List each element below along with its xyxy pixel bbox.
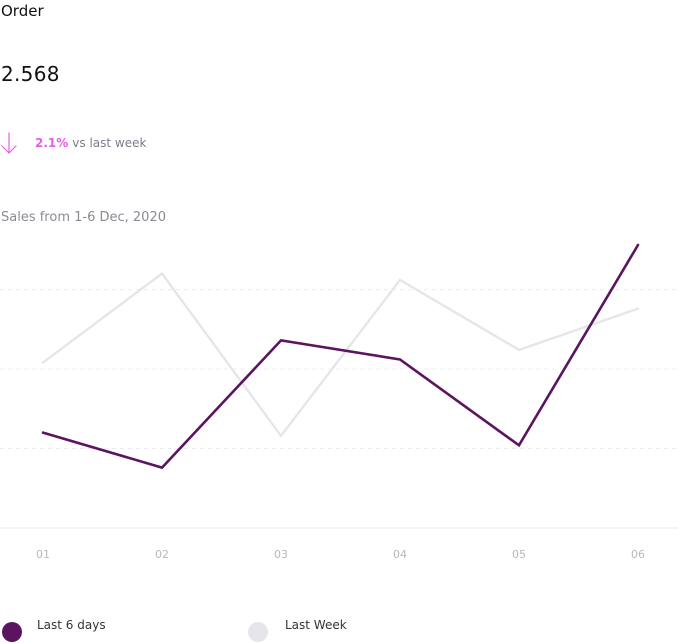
legend-label: Last 6 days — [37, 618, 106, 632]
x-tick-label: 02 — [155, 548, 169, 561]
trend-indicator: 2.1% vs last week — [0, 131, 146, 155]
series-line-1 — [41, 271, 640, 438]
x-tick-label: 05 — [512, 548, 526, 561]
trend-percent: 2.1% — [35, 136, 69, 150]
arrow-down-icon — [1, 132, 17, 154]
card-title: Order — [1, 2, 44, 20]
chart-subtitle: Sales from 1-6 Dec, 2020 — [1, 210, 166, 225]
x-tick-label: 03 — [274, 548, 288, 561]
legend-swatch — [2, 622, 22, 642]
x-tick-label: 04 — [393, 548, 407, 561]
order-count: 2.568 — [1, 62, 60, 86]
x-tick-label: 06 — [631, 548, 645, 561]
trend-comparison: vs last week — [72, 136, 147, 150]
legend-label: Last Week — [285, 618, 347, 632]
series-line-0 — [41, 243, 640, 470]
legend-swatch — [248, 622, 268, 642]
x-tick-label: 01 — [36, 548, 50, 561]
